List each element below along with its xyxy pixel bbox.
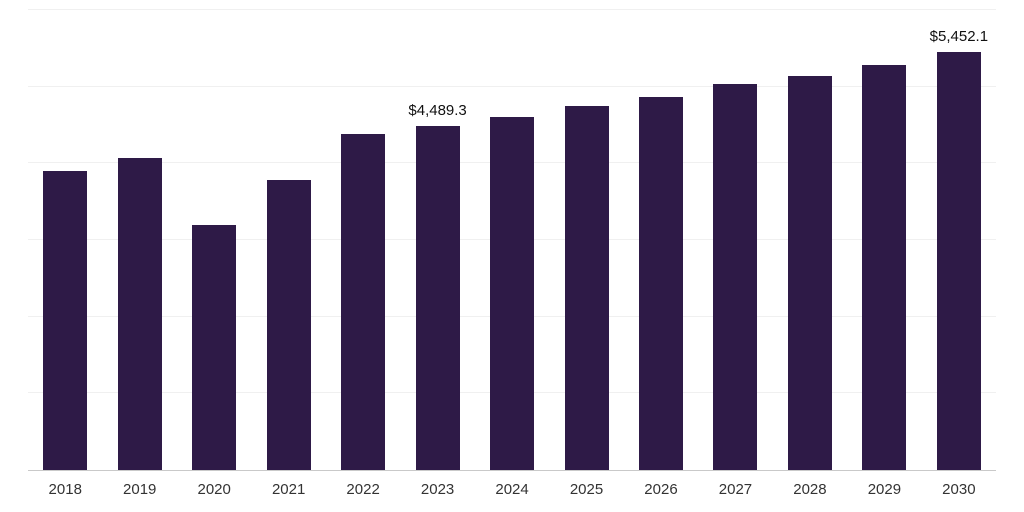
bar-2020 [192, 225, 237, 470]
x-tick-label-2021: 2021 [271, 481, 306, 498]
bar-cell-2018 [28, 10, 102, 470]
bar-2030 [936, 52, 981, 470]
bar-2028 [787, 75, 832, 470]
bar-2018 [43, 171, 88, 470]
bar-cell-2019 [102, 10, 176, 470]
bar-value-label-2030: $5,452.1 [929, 28, 989, 46]
bar-2022 [341, 134, 386, 470]
x-tick-label-2025: 2025 [569, 481, 604, 498]
x-tick-label-2030: 2030 [942, 481, 976, 498]
bar-cell-2023: $4,489.3 [400, 10, 474, 470]
x-tick-label-2026: 2026 [644, 481, 678, 498]
bar-2023 [415, 125, 460, 470]
x-tick-label-2020: 2020 [197, 481, 231, 498]
gridline [28, 85, 996, 87]
x-tick-label-2029: 2029 [867, 481, 902, 498]
plot-area: $4,489.3 $5,452.1 [28, 9, 996, 471]
bar-2029 [862, 64, 907, 470]
bars-layer: $4,489.3 $5,452.1 [28, 10, 996, 470]
x-tick-label-2022: 2022 [346, 481, 380, 498]
bar-value-label-2023: $4,489.3 [408, 101, 467, 119]
x-tick-label-2024: 2024 [495, 481, 529, 498]
bar-2024 [490, 116, 535, 470]
bar-cell-2028 [773, 10, 847, 470]
bar-2021 [266, 180, 311, 470]
bar-2019 [117, 157, 162, 470]
x-tick-label-2028: 2028 [793, 481, 827, 498]
bar-cell-2027 [698, 10, 772, 470]
bar-cell-2024 [475, 10, 549, 470]
bar-cell-2020 [177, 10, 251, 470]
bar-cell-2022 [326, 10, 400, 470]
x-tick-label-2027: 2027 [718, 481, 753, 498]
x-tick-label-2019: 2019 [123, 481, 157, 498]
x-tick-label-2018: 2018 [48, 481, 82, 498]
x-axis: 2018 2019 2020 2021 2022 2023 2024 2025 2026 2027… [28, 481, 996, 499]
bar-cell-2025 [549, 10, 623, 470]
bar-cell-2021 [251, 10, 325, 470]
bar-cell-2026 [624, 10, 698, 470]
x-tick-label-2023: 2023 [420, 481, 455, 498]
bar-2025 [564, 105, 609, 470]
bar-cell-2029 [847, 10, 921, 470]
bar-cell-2030: $5,452.1 [922, 10, 996, 470]
gridline [28, 9, 996, 10]
bar-2026 [638, 97, 683, 470]
bar-2027 [713, 84, 758, 470]
